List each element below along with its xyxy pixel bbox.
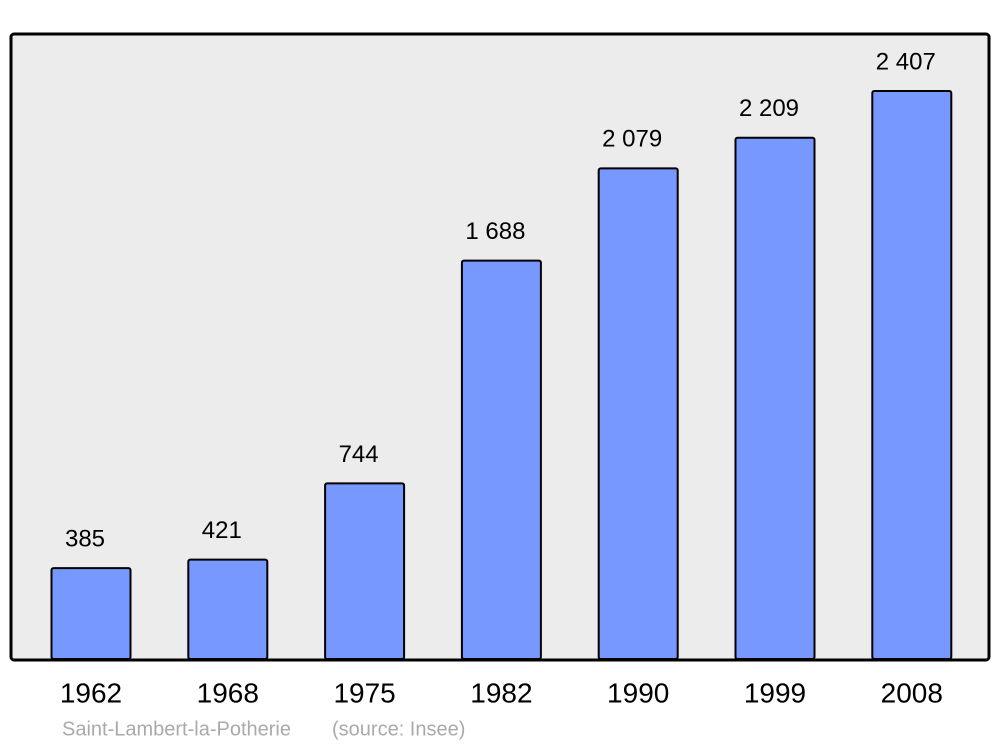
- value-label: 2 407: [876, 48, 936, 75]
- value-label: 744: [339, 441, 379, 468]
- bar: [324, 482, 406, 660]
- caption-place: Saint-Lambert-la-Potherie: [62, 718, 291, 740]
- x-tick-label: 1990: [607, 677, 669, 708]
- bar: [734, 136, 816, 661]
- value-label: 2 209: [739, 95, 799, 122]
- x-tick-label: 1999: [744, 677, 806, 708]
- x-tick-label: 2008: [881, 677, 943, 708]
- x-tick-label: 1968: [197, 677, 259, 708]
- bar: [50, 567, 132, 660]
- bar: [187, 558, 269, 660]
- value-label: 2 079: [602, 126, 662, 153]
- x-tick-label: 1962: [60, 677, 122, 708]
- value-label: 385: [65, 525, 105, 552]
- bar: [460, 259, 542, 660]
- value-label: 1 688: [465, 218, 525, 245]
- bar: [871, 90, 953, 660]
- x-tick-label: 1982: [470, 677, 532, 708]
- x-tick-label: 1975: [333, 677, 395, 708]
- value-label: 421: [202, 517, 242, 544]
- caption-source: (source: Insee): [332, 718, 465, 740]
- bar: [597, 167, 679, 660]
